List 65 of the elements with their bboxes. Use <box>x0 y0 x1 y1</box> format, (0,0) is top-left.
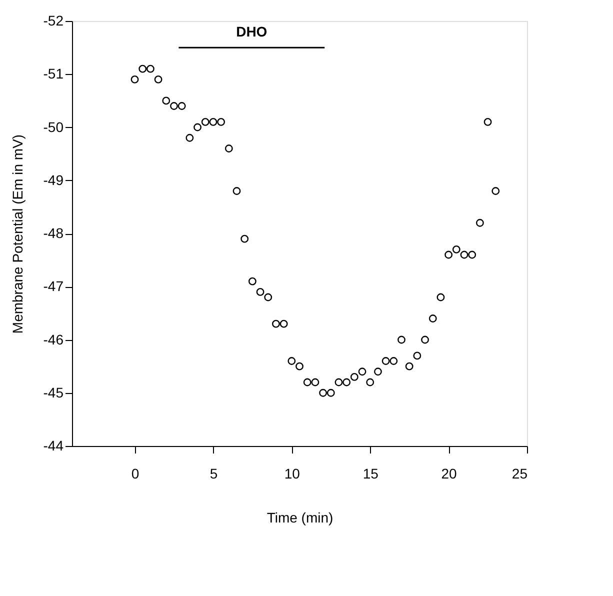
point <box>272 320 280 328</box>
point <box>319 388 327 397</box>
point <box>170 102 178 110</box>
point <box>201 118 210 126</box>
x-axis-title: Time (min) <box>266 510 334 526</box>
point <box>232 187 241 195</box>
y-tick-label: -45 <box>43 384 64 400</box>
point <box>224 144 233 152</box>
x-tick-label: 5 <box>210 466 218 482</box>
point <box>240 234 249 243</box>
point <box>444 250 453 259</box>
point <box>405 362 414 370</box>
x-tick-label: 10 <box>284 466 300 482</box>
point <box>248 277 256 286</box>
y-tick-label: -52 <box>43 12 64 28</box>
y-tick-label: -51 <box>43 66 64 82</box>
point <box>413 352 422 360</box>
point <box>358 368 366 376</box>
x-tick-label: 0 <box>131 466 140 482</box>
y-tick-label: -48 <box>43 225 64 241</box>
point <box>428 314 437 322</box>
point <box>436 293 445 302</box>
y-tick-label: -46 <box>43 331 64 348</box>
point <box>382 357 390 365</box>
point <box>452 245 460 254</box>
point <box>390 357 398 365</box>
point <box>468 250 476 259</box>
point <box>421 336 429 344</box>
point <box>162 96 170 105</box>
point <box>342 378 351 386</box>
point <box>484 118 492 126</box>
point <box>476 218 484 227</box>
point <box>194 123 202 132</box>
y-tick-label: -47 <box>43 278 64 294</box>
point <box>288 357 296 365</box>
x-tick-label: 25 <box>512 466 528 482</box>
point <box>264 293 272 302</box>
point <box>326 388 335 397</box>
point <box>311 378 320 386</box>
point <box>398 336 406 344</box>
x-tick-label: 15 <box>362 466 379 482</box>
point <box>154 75 162 84</box>
point <box>492 187 500 195</box>
y-tick-label: -49 <box>43 172 64 188</box>
point <box>334 378 343 386</box>
point <box>209 118 218 126</box>
point <box>374 368 382 376</box>
series-label: DHO <box>236 24 268 40</box>
point <box>178 102 186 110</box>
point <box>217 118 226 126</box>
point <box>350 372 358 381</box>
point <box>130 75 139 84</box>
point <box>146 64 154 73</box>
point <box>303 378 312 386</box>
y-tick-label: -44 <box>43 438 64 454</box>
point <box>296 362 304 370</box>
point <box>138 64 147 73</box>
point <box>280 320 288 328</box>
point <box>186 134 194 142</box>
point <box>256 288 264 296</box>
y-axis-title: Membrane Potential (Em in mV) <box>9 134 26 334</box>
x-tick-label: 20 <box>441 466 458 482</box>
point <box>460 250 468 259</box>
point <box>366 378 374 386</box>
y-tick-label: -50 <box>43 118 64 135</box>
